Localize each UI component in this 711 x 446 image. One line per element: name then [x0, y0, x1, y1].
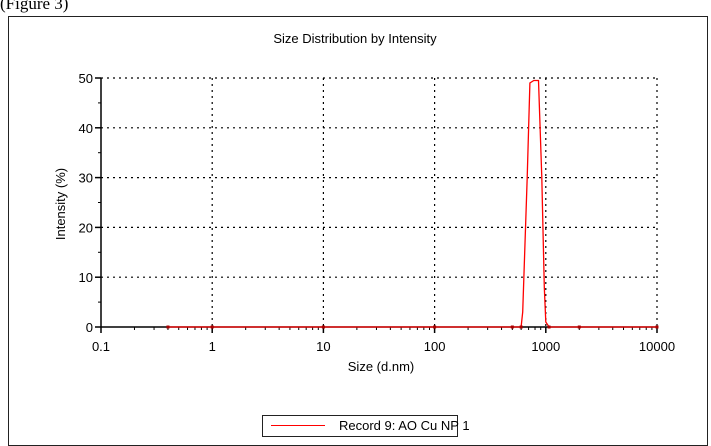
series-marker	[547, 325, 551, 329]
series-marker	[321, 325, 325, 329]
series-marker	[510, 325, 514, 329]
legend-swatch-line	[271, 425, 325, 426]
series-marker	[166, 325, 170, 329]
series-marker	[210, 325, 214, 329]
x-tick-label: 10	[316, 339, 330, 354]
x-axis: 0.1 1 10 100 1000 10000	[92, 326, 675, 354]
chart-title: Size Distribution by Intensity	[273, 31, 437, 46]
y-axis-label: Intensity (%)	[53, 168, 68, 240]
y-tick-label: 10	[79, 270, 93, 285]
y-axis: 0 10 20 30 40 50	[79, 71, 102, 335]
x-axis-label: Size (d.nm)	[348, 359, 414, 374]
series-marker	[655, 325, 659, 329]
x-tick-label: 0.1	[92, 339, 110, 354]
series-marker	[519, 325, 523, 329]
intensity-chart: Size Distribution by Intensity 0 10 20 30 40…	[53, 31, 675, 374]
legend: Record 9: AO Cu NP 1	[262, 415, 470, 437]
x-tick-label: 100	[424, 339, 446, 354]
series-layer	[166, 79, 659, 329]
y-tick-label: 0	[86, 320, 93, 335]
series-marker	[433, 325, 437, 329]
series-line	[167, 79, 657, 328]
x-tick-label: 1000	[531, 339, 560, 354]
grid-lines	[101, 77, 658, 327]
x-tick-label: 1	[209, 339, 216, 354]
x-tick-label: 10000	[639, 339, 675, 354]
y-tick-label: 30	[79, 171, 93, 186]
y-tick-label: 50	[79, 71, 93, 86]
series-marker	[577, 325, 581, 329]
legend-label: Record 9: AO Cu NP 1	[339, 418, 470, 433]
figure-caption-fragment: (Figure 3)	[0, 0, 69, 13]
y-tick-label: 20	[79, 220, 93, 235]
chart-frame: Size Distribution by Intensity 0 10 20 30 40…	[8, 16, 708, 446]
y-tick-label: 40	[79, 121, 93, 136]
